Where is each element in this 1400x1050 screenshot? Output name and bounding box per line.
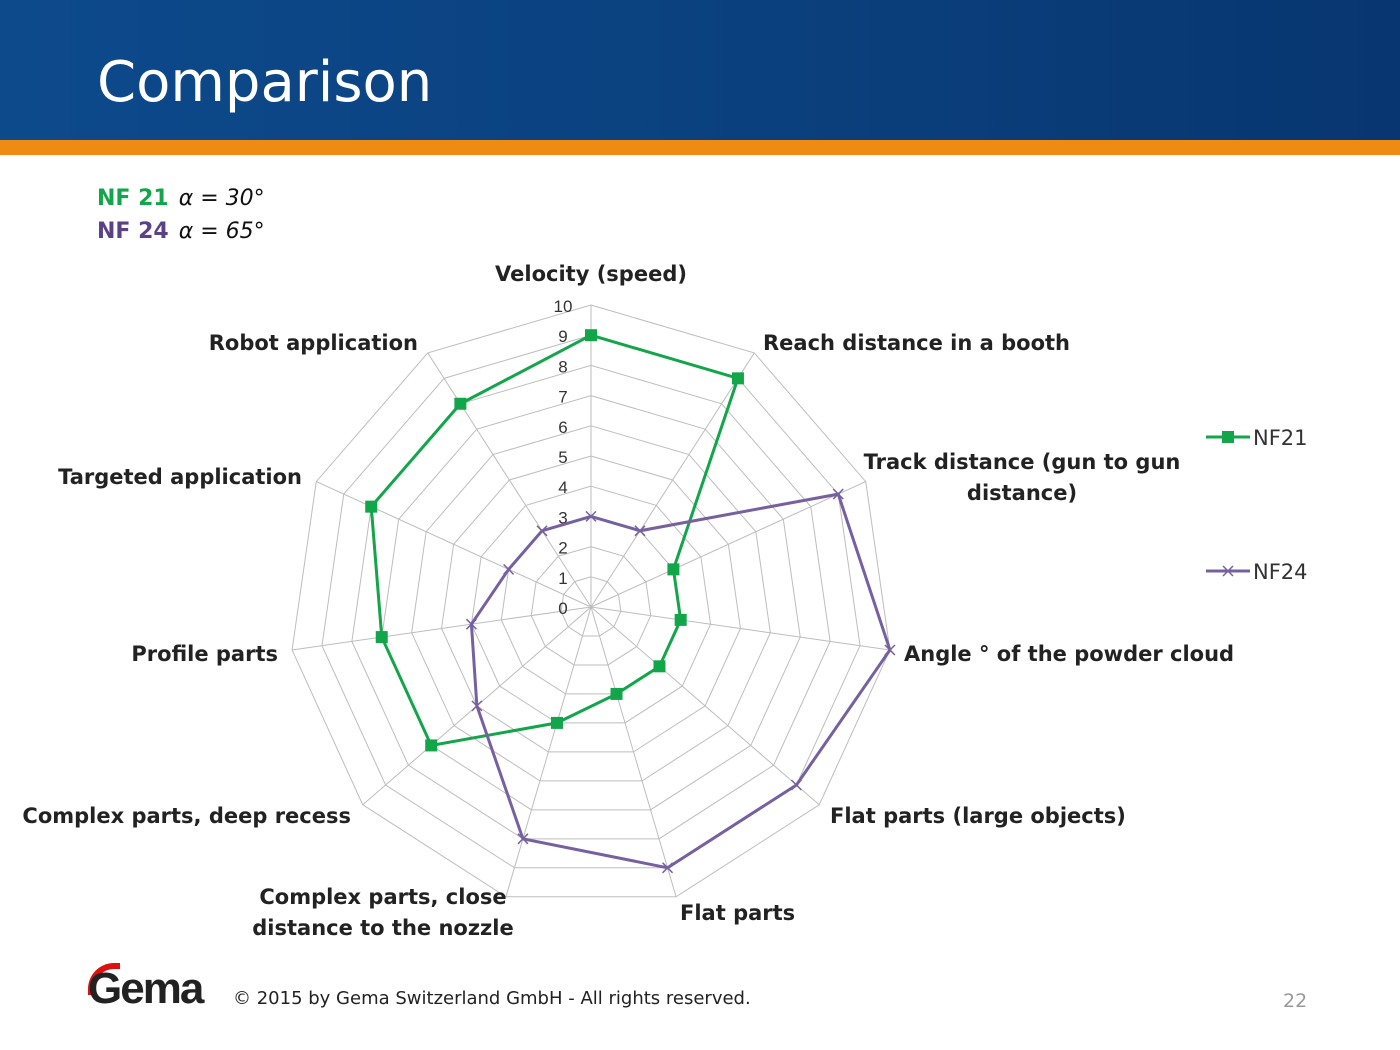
data-point-NF24	[517, 833, 529, 845]
category-label: Targeted application	[58, 465, 302, 489]
data-point-NF24	[585, 510, 597, 522]
category-label: Track distance (gun to gun	[864, 450, 1181, 474]
data-point-NF21	[375, 631, 388, 644]
page-number: 22	[1283, 990, 1308, 1012]
legend-marker-NF24	[1222, 565, 1234, 577]
data-point-NF24	[790, 779, 802, 791]
axis-spoke	[590, 606, 677, 897]
axis-spoke	[505, 606, 592, 897]
grid-ring	[560, 576, 622, 637]
tick-label: 1	[558, 569, 567, 588]
legend-marker-NF21	[1222, 431, 1234, 443]
category-label: Reach distance in a booth	[763, 331, 1070, 355]
tick-label: 8	[558, 357, 567, 376]
tick-label: 4	[558, 478, 567, 497]
data-point-NF21	[667, 563, 680, 576]
category-label: distance to the nozzle	[252, 916, 513, 940]
data-point-NF24	[662, 862, 674, 874]
grid-ring	[530, 546, 652, 666]
copyright-text: © 2015 by Gema Switzerland GmbH - All ri…	[233, 988, 751, 1009]
category-label: Complex parts, close	[259, 885, 506, 909]
data-point-NF21	[731, 372, 744, 385]
tick-label: 2	[558, 539, 567, 558]
note-nf21: NF 21 α = 30°	[97, 186, 265, 211]
tick-label: 9	[558, 327, 567, 346]
tick-label: 5	[558, 448, 567, 467]
legend-label-NF21: NF21	[1253, 426, 1308, 450]
category-label: Profile parts	[131, 642, 278, 666]
category-label: Complex parts, deep recess	[22, 804, 351, 828]
data-point-NF24	[536, 525, 548, 537]
data-point-NF24	[832, 488, 844, 500]
data-point-NF21	[550, 716, 563, 729]
data-point-NF21	[653, 660, 666, 673]
axis-spoke	[590, 606, 890, 651]
note-nf24: NF 24 α = 65°	[97, 219, 265, 244]
axis-spoke	[316, 481, 592, 608]
note-nf24-formula: α = 65°	[178, 219, 265, 244]
axis-spoke	[590, 481, 866, 608]
tick-label: 7	[558, 388, 567, 407]
axis-spoke	[590, 352, 755, 608]
data-point-NF21	[585, 329, 597, 342]
note-nf21-name: NF 21	[97, 186, 169, 211]
gema-logo-arc	[88, 963, 120, 995]
category-label: Angle ° of the powder cloud	[904, 642, 1234, 666]
tick-label: 6	[558, 418, 567, 437]
data-point-NF24	[465, 618, 477, 630]
note-nf21-formula: α = 30°	[178, 186, 265, 211]
data-point-NF21	[454, 397, 467, 410]
header-accent-band	[0, 140, 1400, 155]
series-line-NF21	[369, 333, 740, 748]
gema-logo: Gema	[88, 964, 204, 1013]
series-line-NF24	[469, 492, 892, 870]
grid-ring	[291, 304, 891, 898]
tick-label: 3	[558, 508, 567, 527]
data-point-NF21	[425, 739, 438, 752]
grid-ring	[441, 455, 741, 753]
data-point-NF24	[884, 644, 896, 656]
data-point-NF21	[365, 500, 378, 513]
slide-title: Comparison	[97, 50, 433, 115]
category-label: Flat parts (large objects)	[830, 804, 1126, 828]
axis-spoke	[590, 606, 820, 806]
note-nf24-name: NF 24	[97, 219, 169, 244]
grid-ring	[381, 395, 801, 811]
category-label: Flat parts	[680, 901, 795, 925]
header-bar	[0, 0, 1400, 140]
category-label: Velocity (speed)	[495, 262, 687, 286]
legend-label-NF24: NF24	[1253, 560, 1308, 584]
grid-ring	[411, 425, 771, 782]
category-label: distance)	[967, 481, 1077, 505]
data-point-NF24	[503, 563, 515, 575]
category-label: Robot application	[209, 331, 418, 355]
grid-ring	[321, 334, 861, 869]
grid-ring	[470, 485, 712, 724]
axis-spoke	[427, 352, 592, 608]
data-point-NF24	[634, 525, 646, 537]
tick-label: 10	[554, 297, 573, 316]
axis-spoke	[292, 606, 592, 651]
tick-label: 0	[558, 599, 567, 618]
data-point-NF21	[610, 687, 623, 700]
data-point-NF24	[471, 700, 483, 712]
data-point-NF21	[674, 613, 687, 626]
